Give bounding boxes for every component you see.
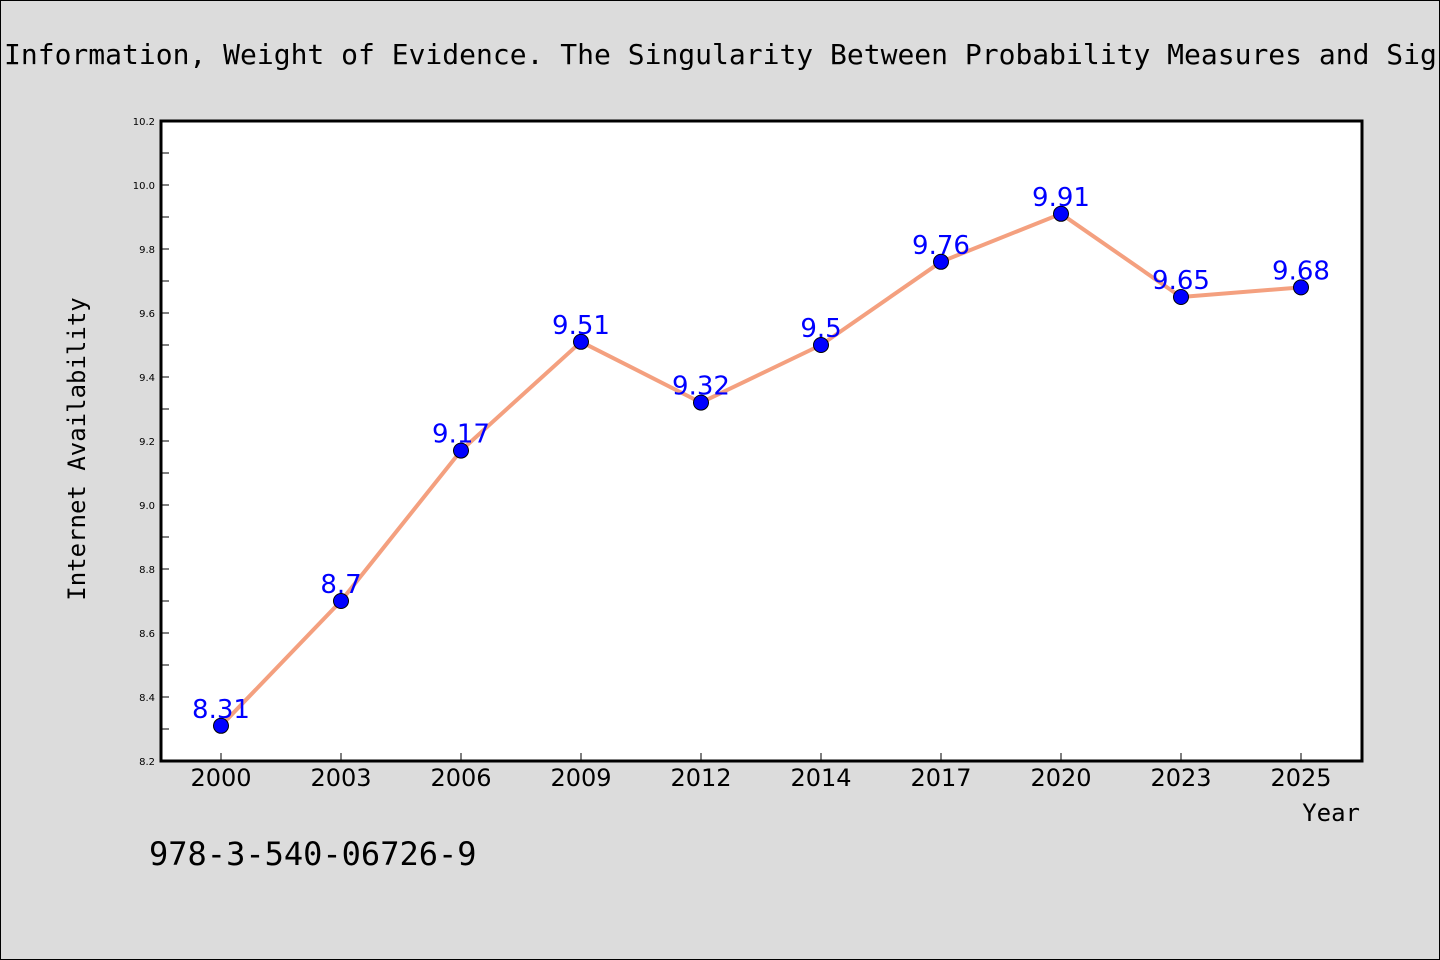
y-axis: 8.2 8.4 8.6 8.8 9.0 9.2 9.4 9.6 9.8 10.0 10.2 — [133, 117, 169, 768]
x-tick-label: 2023 — [1150, 764, 1211, 792]
data-point-label: 9.91 — [1032, 183, 1090, 213]
x-axis: 2000 2003 2006 2009 2012 2014 2017 2020 2023 2025 — [190, 753, 1332, 792]
isbn-footer: 978-3-540-06726-9 — [149, 835, 477, 873]
y-tick-label: 9.6 — [139, 309, 155, 320]
data-labels: 8.31 8.7 9.17 9.51 9.32 9.5 9.76 9.91 9.65 9.68 — [192, 183, 1330, 725]
y-tick-label: 8.2 — [139, 757, 155, 768]
x-axis-label: Year — [1302, 799, 1360, 827]
y-tick-label: 8.6 — [139, 629, 155, 640]
y-tick-label: 8.4 — [139, 693, 155, 704]
data-point-marker — [813, 337, 829, 353]
x-tick-label: 2020 — [1030, 764, 1091, 792]
x-tick-label: 2017 — [910, 764, 971, 792]
data-point-marker — [333, 593, 349, 609]
data-point-label: 9.32 — [672, 372, 730, 402]
x-tick-label: 2025 — [1270, 764, 1331, 792]
data-point-label: 9.51 — [552, 311, 610, 341]
y-tick-label: 10.2 — [133, 117, 155, 128]
data-point-label: 9.5 — [800, 314, 841, 344]
data-point-label: 9.76 — [912, 231, 970, 261]
data-point-marker — [1053, 205, 1069, 222]
x-tick-label: 2003 — [310, 764, 371, 792]
data-point-marker — [933, 253, 949, 270]
y-tick-label: 10.0 — [133, 181, 155, 192]
data-point-label: 9.68 — [1272, 256, 1330, 286]
y-axis-label: Internet Availability — [63, 297, 91, 600]
data-point-marker — [573, 333, 589, 350]
data-point-label: 9.17 — [432, 420, 490, 450]
x-tick-label: 2006 — [430, 764, 491, 792]
data-markers — [213, 205, 1309, 734]
y-tick-label: 8.8 — [139, 565, 155, 576]
data-point-marker — [1293, 279, 1309, 296]
data-point-marker — [453, 442, 469, 459]
x-tick-label: 2000 — [190, 764, 251, 792]
chart-title: Information, Weight of Evidence. The Sin… — [4, 38, 1440, 71]
y-tick-label: 9.0 — [139, 501, 155, 512]
data-point-marker — [213, 717, 229, 734]
x-tick-label: 2012 — [670, 764, 731, 792]
data-point-marker — [693, 394, 709, 411]
y-tick-label: 9.4 — [139, 373, 155, 384]
series-line — [219, 211, 1302, 728]
x-tick-label: 2014 — [790, 764, 851, 792]
y-tick-label: 9.2 — [139, 437, 155, 448]
data-point-label: 9.65 — [1152, 266, 1210, 296]
data-point-label: 8.31 — [192, 695, 250, 725]
y-tick-label: 9.8 — [139, 245, 155, 256]
plot-area — [159, 119, 1364, 763]
x-tick-label: 2009 — [550, 764, 611, 792]
data-point-marker — [1173, 289, 1189, 305]
data-point-label: 8.7 — [320, 570, 361, 600]
